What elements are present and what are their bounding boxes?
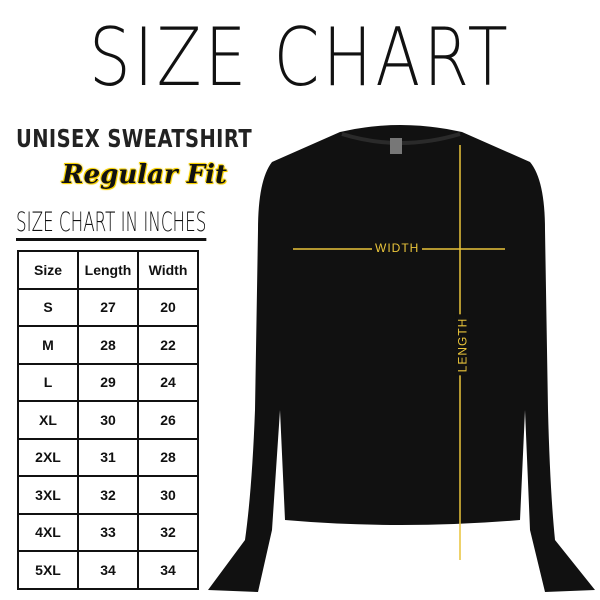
table-row: 4XL 33 32 xyxy=(17,512,199,552)
neck-tag xyxy=(390,138,402,154)
table-cell: 2XL xyxy=(17,437,79,477)
sweatshirt-image xyxy=(208,125,595,592)
table-cell: 27 xyxy=(77,287,139,327)
table-title: SIZE CHART IN INCHES xyxy=(16,208,207,241)
table-cell: 24 xyxy=(137,362,199,402)
sweatshirt-body xyxy=(208,125,595,592)
table-cell: 5XL xyxy=(17,550,79,590)
table-row: L 29 24 xyxy=(17,362,199,402)
table-cell: 28 xyxy=(137,437,199,477)
table-row: XL 30 26 xyxy=(17,400,199,440)
table-cell: 22 xyxy=(137,325,199,365)
table-header-row: Size Length Width xyxy=(17,250,199,290)
table-cell: 31 xyxy=(77,437,139,477)
column-header: Width xyxy=(137,250,199,290)
column-header: Size xyxy=(17,250,79,290)
table-cell: 29 xyxy=(77,362,139,402)
table-row: 5XL 34 34 xyxy=(17,550,199,590)
table-cell: 30 xyxy=(137,475,199,515)
page-title: SIZE CHART xyxy=(89,11,511,104)
table-cell: L xyxy=(17,362,79,402)
product-name: UNISEX SWEATSHIRT xyxy=(16,124,253,153)
table-cell: 32 xyxy=(137,512,199,552)
table-row: M 28 22 xyxy=(17,325,199,365)
fit-label: Regular Fit xyxy=(62,160,228,190)
table-cell: 26 xyxy=(137,400,199,440)
width-label: WIDTH xyxy=(372,241,423,255)
table-cell: 33 xyxy=(77,512,139,552)
table-row: 3XL 32 30 xyxy=(17,475,199,515)
table-cell: XL xyxy=(17,400,79,440)
column-header: Length xyxy=(77,250,139,290)
table-cell: 30 xyxy=(77,400,139,440)
table-cell: 34 xyxy=(77,550,139,590)
table-cell: S xyxy=(17,287,79,327)
table-cell: 34 xyxy=(137,550,199,590)
table-cell: 20 xyxy=(137,287,199,327)
table-cell: 4XL xyxy=(17,512,79,552)
size-table: Size Length Width S 27 20 M 28 22 L 29 24 XL 30 26 2XL 3… xyxy=(17,250,199,590)
table-row: S 27 20 xyxy=(17,287,199,327)
table-cell: M xyxy=(17,325,79,365)
table-cell: 28 xyxy=(77,325,139,365)
length-label: LENGTH xyxy=(455,314,470,376)
table-cell: 32 xyxy=(77,475,139,515)
table-cell: 3XL xyxy=(17,475,79,515)
table-row: 2XL 31 28 xyxy=(17,437,199,477)
